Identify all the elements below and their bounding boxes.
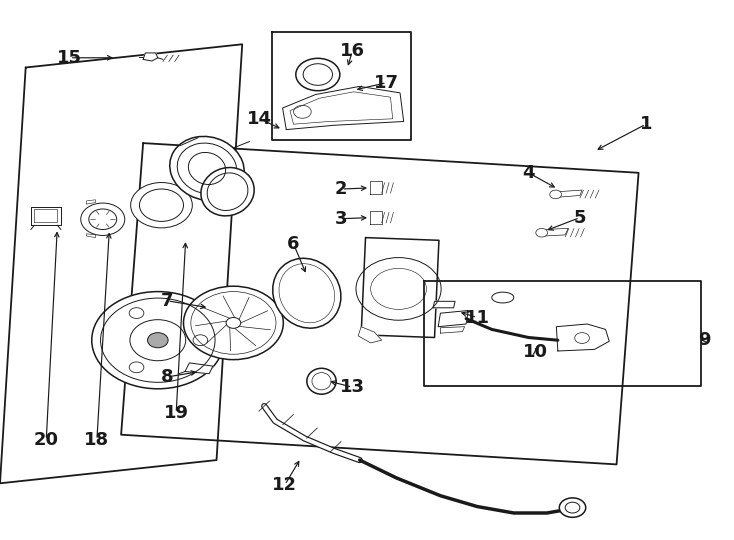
Polygon shape bbox=[433, 301, 455, 308]
Polygon shape bbox=[31, 207, 61, 225]
Text: 7: 7 bbox=[161, 292, 174, 310]
Text: 13: 13 bbox=[340, 378, 365, 396]
Text: 5: 5 bbox=[573, 208, 586, 227]
Circle shape bbox=[550, 190, 562, 199]
Circle shape bbox=[148, 333, 168, 348]
Circle shape bbox=[129, 362, 144, 373]
Text: 9: 9 bbox=[698, 331, 711, 349]
Circle shape bbox=[193, 335, 208, 346]
Text: 2: 2 bbox=[335, 180, 348, 198]
Circle shape bbox=[81, 203, 125, 235]
Polygon shape bbox=[556, 324, 609, 351]
Text: 1: 1 bbox=[639, 115, 653, 133]
Text: 4: 4 bbox=[522, 164, 535, 182]
Ellipse shape bbox=[307, 368, 336, 394]
Ellipse shape bbox=[201, 167, 254, 216]
Circle shape bbox=[131, 183, 192, 228]
Text: 18: 18 bbox=[84, 431, 109, 449]
Text: 14: 14 bbox=[247, 110, 272, 128]
Text: 3: 3 bbox=[335, 210, 348, 228]
Ellipse shape bbox=[170, 137, 244, 200]
Circle shape bbox=[129, 308, 144, 319]
Circle shape bbox=[296, 58, 340, 91]
Circle shape bbox=[92, 292, 224, 389]
Polygon shape bbox=[87, 234, 95, 238]
Polygon shape bbox=[283, 86, 404, 130]
Ellipse shape bbox=[492, 292, 514, 303]
Text: 15: 15 bbox=[57, 49, 82, 67]
Polygon shape bbox=[87, 200, 95, 204]
Circle shape bbox=[575, 333, 589, 343]
Polygon shape bbox=[185, 363, 213, 374]
Circle shape bbox=[536, 228, 548, 237]
Text: 20: 20 bbox=[34, 431, 59, 449]
Circle shape bbox=[184, 286, 283, 360]
Text: 11: 11 bbox=[465, 308, 490, 327]
Polygon shape bbox=[543, 228, 568, 236]
Text: 12: 12 bbox=[272, 476, 297, 494]
Ellipse shape bbox=[273, 258, 341, 328]
Text: 8: 8 bbox=[161, 368, 174, 386]
Circle shape bbox=[226, 318, 241, 328]
Polygon shape bbox=[370, 181, 382, 194]
Text: 19: 19 bbox=[164, 404, 189, 422]
Circle shape bbox=[130, 320, 186, 361]
Polygon shape bbox=[358, 327, 382, 343]
Text: 16: 16 bbox=[340, 42, 365, 60]
Polygon shape bbox=[438, 310, 468, 327]
Polygon shape bbox=[440, 327, 465, 333]
Circle shape bbox=[559, 498, 586, 517]
Text: 17: 17 bbox=[374, 73, 399, 92]
Polygon shape bbox=[361, 238, 439, 338]
Text: 10: 10 bbox=[523, 343, 548, 361]
Polygon shape bbox=[558, 190, 582, 197]
Polygon shape bbox=[370, 211, 382, 224]
Text: 6: 6 bbox=[287, 235, 300, 253]
Polygon shape bbox=[143, 53, 158, 61]
